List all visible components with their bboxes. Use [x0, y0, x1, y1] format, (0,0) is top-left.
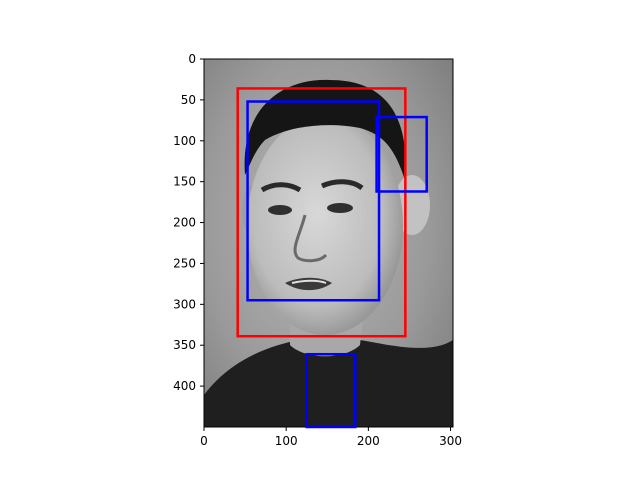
y-tick-label: 100	[173, 134, 196, 148]
y-tick-label: 150	[173, 175, 196, 189]
portrait-image	[204, 59, 453, 427]
bounding-boxes	[236, 87, 428, 429]
box-blue-face	[246, 100, 381, 302]
x-tick-label: 300	[439, 434, 462, 448]
y-axis-ticks: 0 50 100 150 200 250 300 350 400	[173, 52, 204, 393]
box-blue-neck	[305, 352, 357, 429]
box-blue-ear	[375, 115, 428, 193]
y-tick-label: 250	[173, 256, 196, 270]
y-tick-label: 200	[173, 216, 196, 230]
y-tick-label: 0	[188, 52, 196, 66]
y-tick-label: 50	[181, 93, 196, 107]
x-axis-ticks: 0 100 200 300	[200, 427, 462, 448]
y-tick-label: 350	[173, 338, 196, 352]
y-tick-label: 300	[173, 297, 196, 311]
x-tick-label: 100	[275, 434, 298, 448]
x-tick-label: 200	[357, 434, 380, 448]
y-tick-label: 400	[173, 379, 196, 393]
x-tick-label: 0	[200, 434, 208, 448]
box-red	[236, 87, 407, 338]
